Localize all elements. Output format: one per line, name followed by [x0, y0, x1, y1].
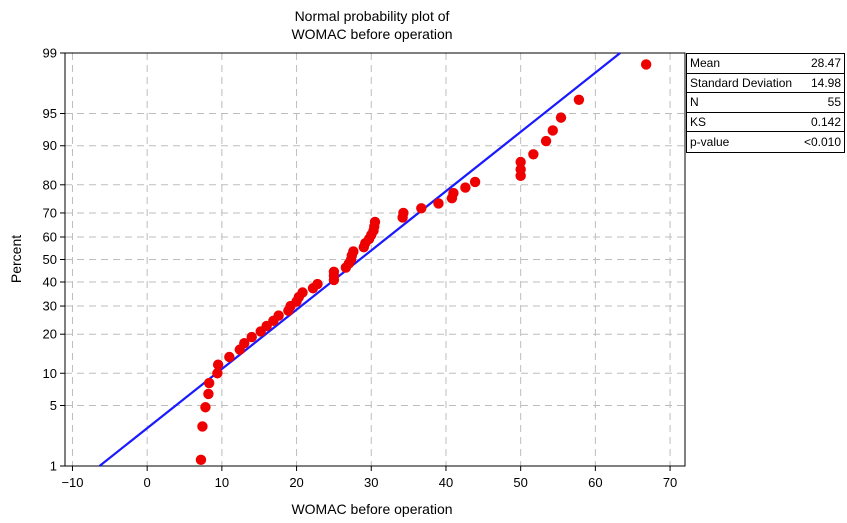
data-point — [348, 246, 359, 257]
y-tick-label: 70 — [43, 205, 57, 220]
statistics-table: Mean 28.47 Standard Deviation 14.98 N 55 KS 0.1… — [686, 53, 845, 153]
x-axis-title: WOMAC before operation — [291, 501, 452, 517]
stats-row: Mean 28.47 — [687, 54, 844, 74]
y-tick-label: 60 — [43, 230, 57, 245]
data-points — [195, 59, 652, 466]
data-point — [448, 187, 459, 199]
data-point — [197, 421, 208, 432]
chart-title-line-1: Normal probability plot of — [295, 8, 450, 24]
stats-value: 14.98 — [810, 75, 841, 90]
data-point — [528, 149, 539, 160]
normal-fit-line — [98, 52, 621, 467]
stats-value: <0.010 — [803, 135, 841, 150]
x-tick-label: 20 — [289, 475, 303, 490]
y-axis-title: Percent — [8, 235, 24, 283]
y-tick-label: 1 — [50, 459, 57, 474]
stats-label: N — [690, 95, 699, 110]
y-tick-label: 90 — [43, 138, 57, 153]
data-point — [416, 203, 427, 214]
stats-value: 28.47 — [810, 56, 841, 71]
y-tick-label: 95 — [43, 106, 57, 121]
grid — [65, 52, 685, 467]
x-tick-label: 70 — [663, 475, 677, 490]
y-tick-label: 20 — [43, 327, 57, 342]
y-tick-label: 80 — [43, 177, 57, 192]
stats-label: p-value — [690, 135, 730, 150]
y-tick-label: 10 — [43, 366, 57, 381]
stats-row: Standard Deviation 14.98 — [687, 74, 844, 94]
stats-value: 0.142 — [810, 115, 841, 130]
data-point — [224, 351, 235, 363]
y-tick-label: 99 — [43, 46, 57, 61]
plot-area-frame — [64, 52, 686, 467]
data-point — [433, 198, 444, 209]
data-point — [212, 368, 223, 379]
data-point — [212, 359, 224, 370]
x-tick-label: 50 — [513, 475, 527, 490]
x-tick-label: 40 — [439, 475, 453, 490]
stats-row: p-value <0.010 — [687, 132, 844, 152]
data-point — [469, 176, 481, 188]
stats-label: Mean — [690, 56, 721, 71]
data-point — [203, 388, 214, 400]
data-point — [239, 337, 250, 349]
data-point — [640, 59, 652, 70]
data-point — [369, 216, 381, 228]
x-tick-label: 10 — [215, 475, 229, 490]
data-point — [573, 94, 585, 105]
y-tick-label: 5 — [50, 398, 57, 413]
axis-ticks: −10 0 10 20 30 40 50 60 70 1 5 10 20 30 40 50 60 70 80 90 95… — [43, 46, 678, 491]
data-point — [540, 135, 552, 147]
data-point — [297, 287, 308, 298]
data-point — [515, 164, 526, 175]
data-point — [515, 156, 526, 168]
x-tick-label: 60 — [588, 475, 602, 490]
data-point — [555, 112, 567, 123]
x-tick-label: 30 — [364, 475, 378, 490]
y-tick-label: 50 — [43, 252, 57, 267]
y-tick-label: 30 — [43, 299, 57, 314]
data-point — [200, 402, 211, 413]
y-tick-label: 40 — [43, 274, 57, 289]
data-point — [312, 278, 323, 290]
fit-line-layer — [98, 52, 621, 467]
chart-title-line-2: WOMAC before operation — [291, 26, 452, 42]
stats-row: KS 0.142 — [687, 113, 844, 133]
data-point — [195, 454, 207, 466]
x-tick-label: 0 — [144, 475, 151, 490]
stats-row: N 55 — [687, 93, 844, 113]
stats-value: 55 — [827, 95, 841, 110]
stats-label: KS — [690, 115, 707, 130]
data-point — [203, 377, 215, 389]
data-point — [328, 266, 340, 277]
stats-label: Standard Deviation — [690, 75, 793, 90]
data-point — [273, 310, 284, 321]
data-point — [398, 207, 409, 219]
x-tick-label: −10 — [61, 475, 83, 490]
data-point — [460, 182, 471, 193]
data-point — [547, 125, 558, 136]
data-point — [246, 331, 257, 343]
